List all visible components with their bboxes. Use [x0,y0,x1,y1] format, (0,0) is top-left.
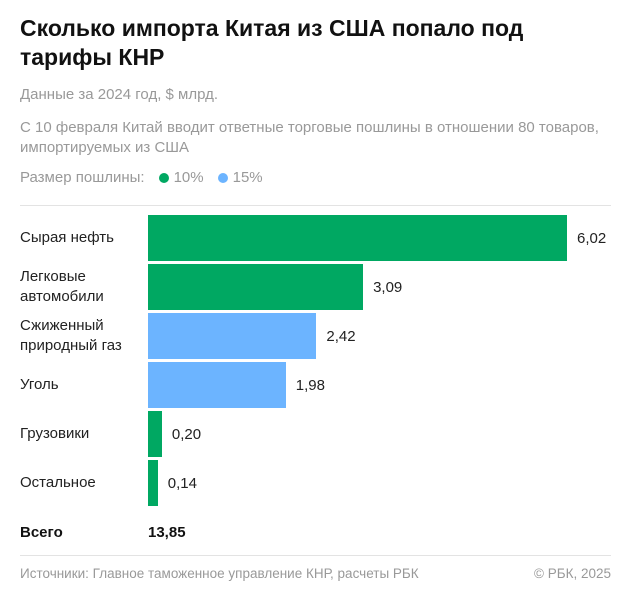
legend: Размер пошлины: 10% 15% [20,169,263,186]
bar [148,313,317,359]
category-label: Легковые автомобили [20,268,104,305]
category-label: Сырая нефть [20,229,114,246]
category-label: Сжиженный природный газ [20,317,122,354]
separator [20,205,611,206]
value-label: 1,98 [295,376,325,394]
total-value: 13,85 [148,524,186,541]
value-label: 3,09 [373,278,403,296]
bar [148,215,567,261]
value-label: 0,14 [167,474,197,492]
bar [148,264,364,310]
category-label: Грузовики [20,425,90,442]
source: Источники: Главное таможенное управление… [20,566,419,581]
separator [20,555,611,556]
subtitle: Данные за 2024 год, $ млрд. [20,86,219,103]
legend-swatch [158,172,169,183]
copyright: © РБК, 2025 [534,566,611,581]
legend-label: 15% [232,169,263,186]
bar [148,460,158,506]
chart-title: Сколько импорта Китая из США попало под … [20,15,524,70]
bar [148,362,286,408]
value-label: 2,42 [326,327,356,345]
legend-item: 15% [217,169,263,186]
legend-title: Размер пошлины: [20,169,145,186]
category-label: Уголь [20,376,59,393]
value-label: 0,20 [171,425,202,443]
value-label: 6,02 [577,229,607,247]
legend-label: 10% [173,169,204,186]
total-label: Всего [20,524,63,541]
legend-swatch [217,172,228,183]
category-label: Остальное [20,474,96,491]
bar [148,411,162,457]
legend-item: 10% [158,169,204,186]
description: С 10 февраля Китай вводит ответные торго… [20,119,599,156]
